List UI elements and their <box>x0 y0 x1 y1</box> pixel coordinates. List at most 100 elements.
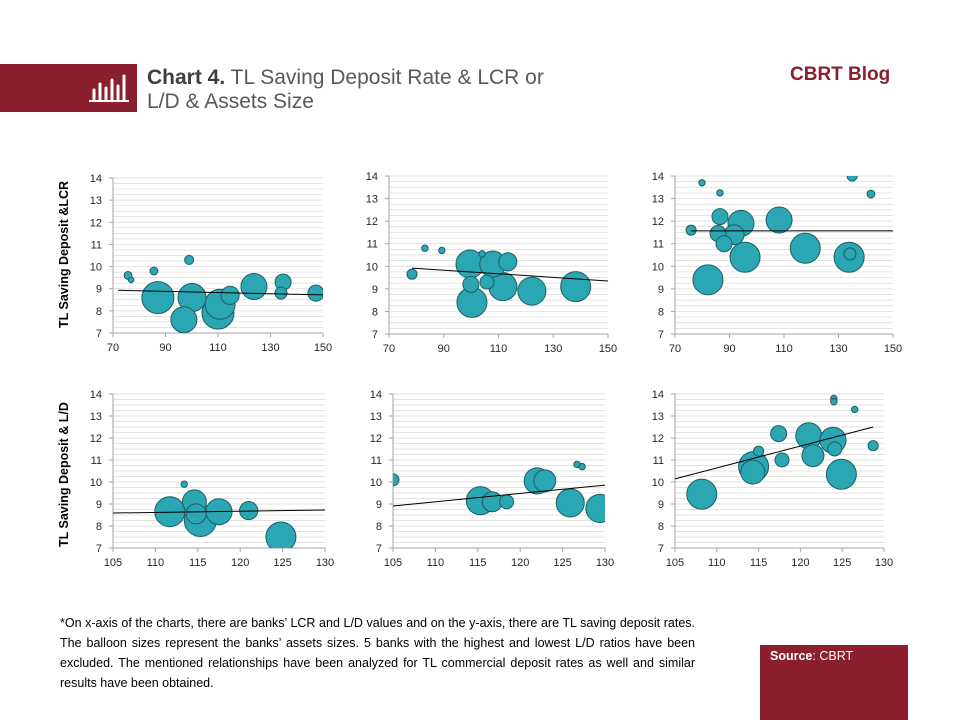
x-tick-label: 90 <box>723 343 735 355</box>
source-label: Source <box>770 649 813 663</box>
bubble <box>184 254 195 265</box>
x-tick-label: 130 <box>875 557 893 569</box>
y-tick-label: 10 <box>652 261 664 273</box>
bubble <box>795 422 823 450</box>
bubble-chart-row1-col2: 7 8 9 10 11 12 13 14 70 90 110 130 150 <box>366 171 617 355</box>
x-tick-label: 70 <box>669 343 681 355</box>
bubble <box>185 503 207 525</box>
x-tick-label: 120 <box>791 557 809 569</box>
source-value: : CBRT <box>812 649 854 663</box>
y-tick-label: 8 <box>376 521 382 533</box>
bubble <box>421 244 429 252</box>
y-tick-label: 8 <box>372 306 378 318</box>
bubble <box>789 232 821 264</box>
y-tick-label: 12 <box>370 433 382 445</box>
bubble <box>393 473 400 487</box>
y-tick-label: 13 <box>366 194 378 206</box>
bubble <box>827 441 843 457</box>
y-tick-label: 9 <box>372 284 378 296</box>
y-tick-label: 12 <box>90 217 102 229</box>
bubble-chart-row2-col3: 7 8 9 10 11 12 13 14 105 110 115 120 125 130 <box>652 389 893 569</box>
y-tick-label: 7 <box>96 328 102 340</box>
y-tick-label: 8 <box>96 521 102 533</box>
bubble <box>127 276 135 284</box>
bubble <box>867 440 879 452</box>
y-tick-label: 7 <box>96 543 102 555</box>
y-tick-label: 10 <box>90 262 102 274</box>
bubble <box>555 488 585 518</box>
bubble <box>685 224 697 236</box>
bubble <box>462 275 480 293</box>
bubble-series <box>123 254 323 333</box>
source-box: Source: CBRT <box>760 645 908 720</box>
y-tick-label: 11 <box>367 239 378 251</box>
x-tick-label: 150 <box>599 343 617 355</box>
x-tick-label: 105 <box>384 557 402 569</box>
bubble <box>560 271 592 303</box>
y-tick-label: 14 <box>652 171 664 183</box>
bubble <box>846 176 858 182</box>
y-tick-label: 8 <box>96 306 102 318</box>
y-tick-label: 12 <box>90 433 102 445</box>
chart-title: Chart 4. TL Saving Deposit Rate & LCR or… <box>147 66 562 114</box>
bubble <box>265 521 297 548</box>
x-tick-label: 130 <box>261 342 279 354</box>
x-tick-label: 150 <box>314 342 332 354</box>
y-tick-label: 11 <box>371 455 382 467</box>
bubble <box>765 206 793 234</box>
bubble <box>479 274 495 290</box>
y-tick-label: 7 <box>658 329 664 341</box>
bubble <box>711 208 729 226</box>
bubble <box>686 478 718 510</box>
bubble <box>499 494 515 510</box>
bubble <box>770 425 788 443</box>
bubble-series <box>685 176 876 296</box>
y-tick-label: 8 <box>658 306 664 318</box>
x-tick-label: 150 <box>884 343 902 355</box>
bubble-chart-row1-col3: 7 8 9 10 11 12 13 14 70 90 110 130 150 <box>652 171 902 355</box>
trend-line <box>118 289 324 296</box>
y-tick-label: 9 <box>376 499 382 511</box>
x-tick-label: 70 <box>383 343 395 355</box>
y-tick-label: 10 <box>366 261 378 273</box>
bubble <box>753 445 765 457</box>
x-tick-label: 115 <box>750 557 768 569</box>
y-tick-label: 13 <box>652 411 664 423</box>
bubble <box>801 444 825 468</box>
bubble <box>716 189 724 197</box>
y-tick-label: 8 <box>658 521 664 533</box>
x-tick-label: 125 <box>833 557 851 569</box>
trend-line <box>411 267 609 282</box>
trend-line <box>112 509 326 514</box>
bubble <box>406 268 418 280</box>
bubble <box>578 462 586 471</box>
x-tick-label: 120 <box>511 557 529 569</box>
footnote: *On x-axis of the charts, there are bank… <box>60 616 695 690</box>
bubble-series <box>154 480 297 548</box>
y-tick-label: 14 <box>652 389 664 401</box>
y-tick-label: 10 <box>652 477 664 489</box>
y-tick-label: 11 <box>91 239 102 251</box>
x-tick-label: 120 <box>231 557 249 569</box>
y-tick-label: 14 <box>90 389 102 401</box>
y-tick-label: 9 <box>658 284 664 296</box>
y-tick-label: 11 <box>653 239 664 251</box>
header-band <box>0 64 137 112</box>
bubble <box>498 252 518 272</box>
bubble <box>715 235 733 253</box>
trend-line <box>392 484 606 507</box>
bubble <box>274 286 288 300</box>
bubble <box>585 493 605 523</box>
bubble <box>170 306 198 333</box>
y-tick-label: 13 <box>652 194 664 206</box>
y-tick-label: 12 <box>652 216 664 228</box>
y-tick-label: 9 <box>96 499 102 511</box>
bubble-series <box>686 394 879 510</box>
bubble <box>438 246 446 255</box>
x-tick-label: 90 <box>159 342 171 354</box>
bubble <box>478 250 486 258</box>
bubble-series <box>393 460 605 523</box>
bubble <box>740 459 766 485</box>
bubble <box>866 189 876 199</box>
